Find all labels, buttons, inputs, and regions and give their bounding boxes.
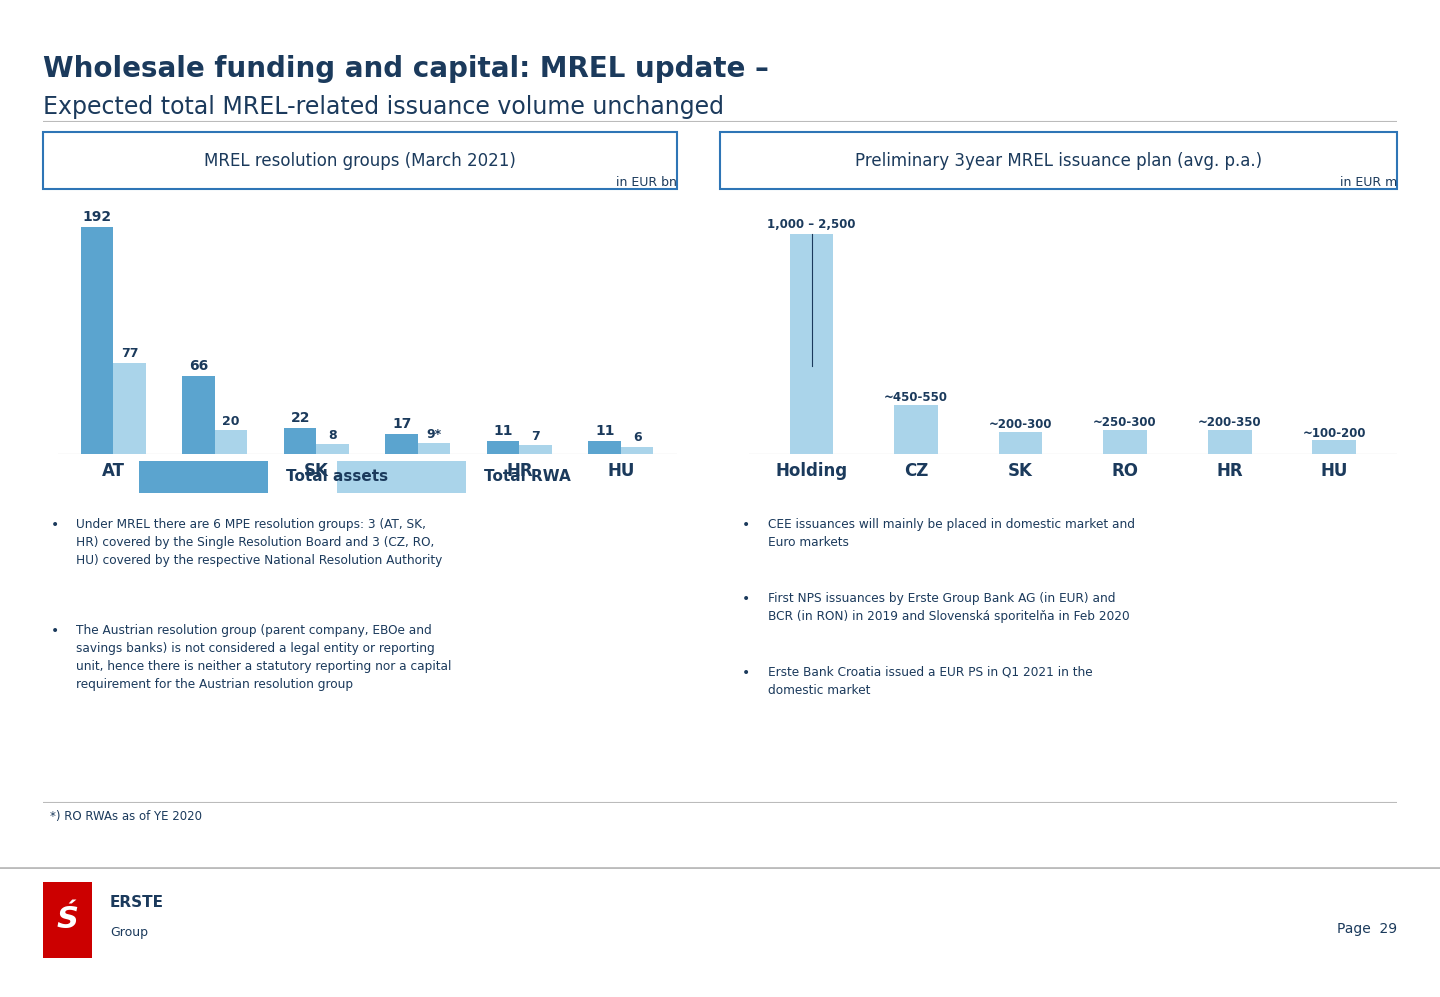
- Text: ~450-550: ~450-550: [884, 391, 948, 404]
- Bar: [215, 430, 248, 454]
- Text: First NPS issuances by Erste Group Bank AG (in EUR) and
BCR (in RON) in 2019 and: First NPS issuances by Erste Group Bank …: [768, 592, 1129, 623]
- Text: The Austrian resolution group (parent company, EBOe and
savings banks) is not co: The Austrian resolution group (parent co…: [76, 624, 452, 691]
- Bar: [1312, 441, 1356, 454]
- Text: •: •: [742, 518, 750, 532]
- Bar: [317, 445, 348, 454]
- Text: 6: 6: [634, 431, 642, 445]
- Text: 66: 66: [189, 359, 209, 373]
- Text: in EUR bn: in EUR bn: [616, 176, 677, 189]
- Text: Total assets: Total assets: [287, 469, 389, 485]
- Text: Preliminary 3year MREL issuance plan (avg. p.a.): Preliminary 3year MREL issuance plan (av…: [855, 152, 1261, 169]
- Text: Expected total MREL-related issuance volume unchanged: Expected total MREL-related issuance vol…: [43, 95, 724, 119]
- Text: 192: 192: [82, 210, 112, 224]
- Bar: [43, 882, 92, 958]
- Text: 1,000 – 2,500: 1,000 – 2,500: [768, 218, 855, 231]
- Text: in EUR m: in EUR m: [1339, 176, 1397, 189]
- Text: ~200-300: ~200-300: [989, 418, 1053, 431]
- Bar: [386, 434, 418, 454]
- Bar: [1103, 430, 1148, 454]
- Bar: [520, 446, 552, 454]
- Bar: [789, 234, 834, 454]
- Text: 20: 20: [222, 415, 240, 428]
- Text: Wholesale funding and capital: MREL update –: Wholesale funding and capital: MREL upda…: [43, 55, 769, 83]
- Text: ~100-200: ~100-200: [1302, 427, 1367, 440]
- Text: •: •: [742, 592, 750, 606]
- Text: 17: 17: [392, 417, 412, 431]
- Text: MREL resolution groups (March 2021): MREL resolution groups (March 2021): [204, 152, 516, 169]
- Text: 9*: 9*: [426, 428, 442, 441]
- Text: ~200-350: ~200-350: [1198, 416, 1261, 429]
- Text: CEE issuances will mainly be placed in domestic market and
Euro markets: CEE issuances will mainly be placed in d…: [768, 518, 1135, 549]
- Text: Page  29: Page 29: [1336, 922, 1397, 936]
- Bar: [183, 376, 215, 454]
- Text: ~250-300: ~250-300: [1093, 416, 1156, 429]
- Text: Under MREL there are 6 MPE resolution groups: 3 (AT, SK,
HR) covered by the Sing: Under MREL there are 6 MPE resolution gr…: [76, 518, 442, 567]
- Text: 22: 22: [291, 411, 310, 426]
- Text: Erste Bank Croatia issued a EUR PS in Q1 2021 in the
domestic market: Erste Bank Croatia issued a EUR PS in Q1…: [768, 666, 1092, 697]
- Text: Total RWA: Total RWA: [484, 469, 572, 485]
- Bar: [284, 428, 317, 454]
- Bar: [1208, 430, 1251, 454]
- Text: ERSTE: ERSTE: [109, 895, 164, 910]
- Bar: [114, 363, 145, 454]
- Text: 8: 8: [328, 429, 337, 442]
- Bar: [894, 406, 937, 454]
- Bar: [589, 441, 621, 454]
- Text: •: •: [742, 666, 750, 680]
- Text: 11: 11: [595, 425, 615, 439]
- Bar: [418, 443, 451, 454]
- Bar: [81, 226, 114, 454]
- Bar: [487, 441, 520, 454]
- Text: Group: Group: [109, 926, 148, 939]
- Text: *) RO RWAs as of YE 2020: *) RO RWAs as of YE 2020: [50, 810, 203, 823]
- Text: 11: 11: [494, 425, 513, 439]
- FancyBboxPatch shape: [138, 461, 268, 493]
- Text: 77: 77: [121, 347, 138, 360]
- FancyBboxPatch shape: [337, 461, 467, 493]
- Text: •: •: [50, 624, 59, 638]
- Text: •: •: [50, 518, 59, 532]
- Text: Ś: Ś: [56, 905, 78, 934]
- Bar: [998, 432, 1043, 454]
- Text: 7: 7: [531, 430, 540, 443]
- Bar: [621, 447, 654, 454]
